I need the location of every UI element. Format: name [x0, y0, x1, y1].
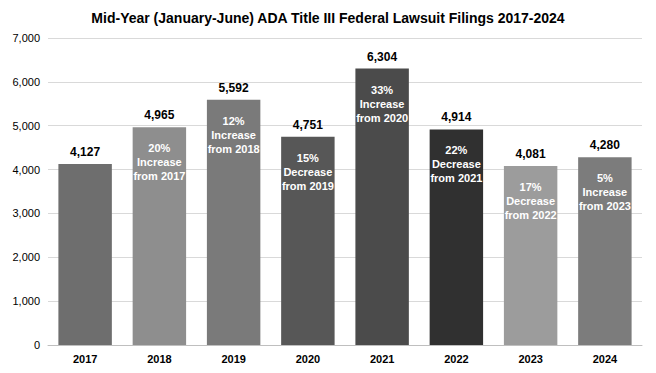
svg-text:2022: 2022: [444, 353, 468, 365]
svg-text:6,000: 6,000: [12, 76, 40, 88]
svg-text:12%: 12%: [223, 115, 245, 127]
svg-text:5,592: 5,592: [219, 81, 249, 95]
svg-text:1,000: 1,000: [12, 295, 40, 307]
svg-text:2021: 2021: [370, 353, 394, 365]
svg-text:2020: 2020: [296, 353, 320, 365]
svg-text:22%: 22%: [445, 144, 467, 156]
svg-text:from 2017: from 2017: [133, 170, 185, 182]
svg-text:Increase: Increase: [137, 156, 182, 168]
svg-text:4,751: 4,751: [293, 118, 323, 132]
svg-text:Decrease: Decrease: [506, 195, 555, 207]
svg-text:from 2022: from 2022: [505, 209, 557, 221]
svg-text:from 2018: from 2018: [208, 143, 260, 155]
svg-text:6,304: 6,304: [367, 50, 397, 64]
svg-text:4,000: 4,000: [12, 164, 40, 176]
svg-text:Increase: Increase: [211, 129, 256, 141]
svg-text:from 2019: from 2019: [282, 180, 334, 192]
svg-text:17%: 17%: [520, 181, 542, 193]
svg-text:2019: 2019: [221, 353, 245, 365]
svg-text:2024: 2024: [593, 353, 618, 365]
svg-text:2023: 2023: [518, 353, 542, 365]
svg-text:5%: 5%: [597, 172, 613, 184]
svg-text:Increase: Increase: [360, 98, 405, 110]
svg-text:2018: 2018: [147, 353, 171, 365]
svg-text:20%: 20%: [148, 142, 170, 154]
svg-text:7,000: 7,000: [12, 32, 40, 44]
svg-text:from 2021: from 2021: [430, 172, 482, 184]
svg-text:15%: 15%: [297, 152, 319, 164]
svg-text:Mid-Year (January-June) ADA Ti: Mid-Year (January-June) ADA Title III Fe…: [91, 10, 565, 26]
svg-text:3,000: 3,000: [12, 207, 40, 219]
svg-text:4,914: 4,914: [441, 110, 471, 124]
svg-text:Decrease: Decrease: [283, 166, 332, 178]
svg-text:Decrease: Decrease: [432, 158, 481, 170]
svg-text:0: 0: [34, 339, 40, 351]
svg-text:5,000: 5,000: [12, 120, 40, 132]
svg-text:from 2023: from 2023: [579, 200, 631, 212]
svg-text:4,081: 4,081: [516, 147, 546, 161]
svg-text:from 2020: from 2020: [356, 112, 408, 124]
svg-text:4,127: 4,127: [70, 145, 100, 159]
svg-text:33%: 33%: [371, 84, 393, 96]
svg-text:4,965: 4,965: [144, 108, 174, 122]
svg-text:2017: 2017: [73, 353, 97, 365]
svg-text:4,280: 4,280: [590, 138, 620, 152]
svg-text:Increase: Increase: [583, 186, 628, 198]
svg-text:2,000: 2,000: [12, 251, 40, 263]
